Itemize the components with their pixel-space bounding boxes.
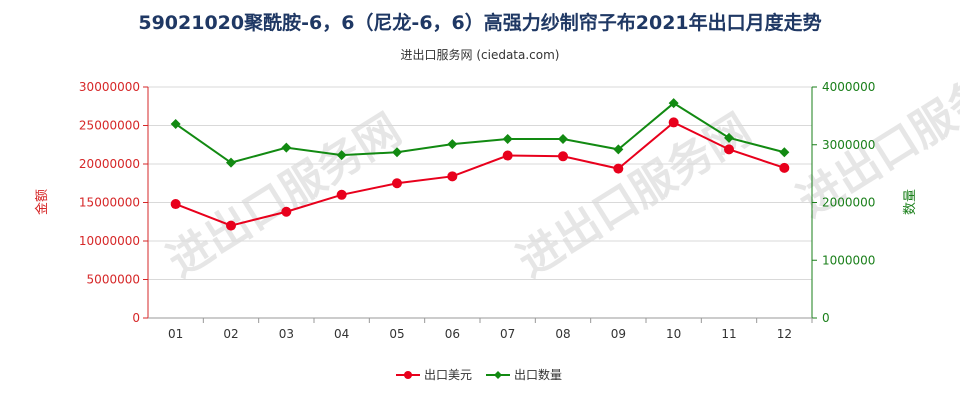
series-2-point (170, 118, 181, 129)
x-tick-label: 12 (777, 327, 792, 341)
x-tick-label: 01 (168, 327, 183, 341)
series-1-point (447, 171, 458, 182)
series-2-point (281, 142, 292, 153)
series-1-point (336, 189, 347, 200)
y-right-tick-label: 2000000 (822, 196, 875, 210)
y-right-tick-label: 0 (822, 311, 830, 325)
series-2-point (558, 133, 568, 144)
series-2-point (779, 147, 790, 158)
y-left-tick-label: 10000000 (79, 234, 140, 248)
series-1-point (779, 162, 790, 173)
series-2-point (502, 133, 513, 144)
y-right-tick-label: 1000000 (822, 253, 875, 267)
y-right-tick-label: 3000000 (822, 138, 875, 152)
x-tick-label: 02 (223, 327, 238, 341)
series-1-point (392, 178, 402, 189)
series-2-point (392, 147, 402, 158)
y-left-tick-label: 0 (132, 311, 140, 325)
legend-label-1: 出口美元 (424, 368, 472, 382)
chart-subtitle: 进出口服务网 (ciedata.com) (400, 48, 560, 62)
series-1-point (613, 163, 624, 174)
series-1-point (226, 220, 236, 231)
series-2-point (724, 132, 734, 143)
legend-marker-2 (494, 371, 502, 379)
x-tick-label: 05 (389, 327, 404, 341)
series-1-point (558, 151, 568, 162)
x-tick-label: 08 (555, 327, 570, 341)
y-left-axis-title: 金额 (34, 189, 50, 215)
y-left-tick-label: 30000000 (79, 80, 140, 94)
legend-marker-1 (404, 371, 412, 379)
series-1-point (668, 117, 679, 128)
series-2-point (613, 144, 624, 155)
x-tick-label: 03 (279, 327, 294, 341)
x-tick-label: 04 (334, 327, 349, 341)
series-2-point (226, 157, 236, 168)
series-line-1 (175, 121, 785, 227)
series-line-2 (175, 101, 785, 164)
y-right-axis-title: 数量 (903, 189, 918, 215)
chart-title: 59021020聚酰胺-6，6（尼龙-6，6）高强力纱制帘子布2021年出口月度… (138, 12, 822, 34)
series-1-point (502, 150, 513, 161)
x-tick-label: 06 (445, 327, 460, 341)
x-tick-label: 11 (721, 327, 736, 341)
series-1-point (281, 206, 292, 217)
y-left-tick-label: 25000000 (79, 119, 140, 133)
x-tick-label: 10 (666, 327, 681, 341)
series-2-point (668, 98, 679, 109)
series-2-point (336, 150, 347, 161)
y-left-tick-label: 15000000 (79, 196, 140, 210)
x-tick-label: 09 (611, 327, 626, 341)
series-1-point (724, 144, 734, 155)
series-1-point (170, 199, 181, 210)
x-tick-label: 07 (500, 327, 515, 341)
y-right-tick-label: 4000000 (822, 80, 875, 94)
y-left-tick-label: 20000000 (79, 157, 140, 171)
legend-label-2: 出口数量 (514, 367, 562, 382)
series-2-point (447, 139, 458, 150)
y-left-tick-label: 5000000 (87, 273, 140, 287)
